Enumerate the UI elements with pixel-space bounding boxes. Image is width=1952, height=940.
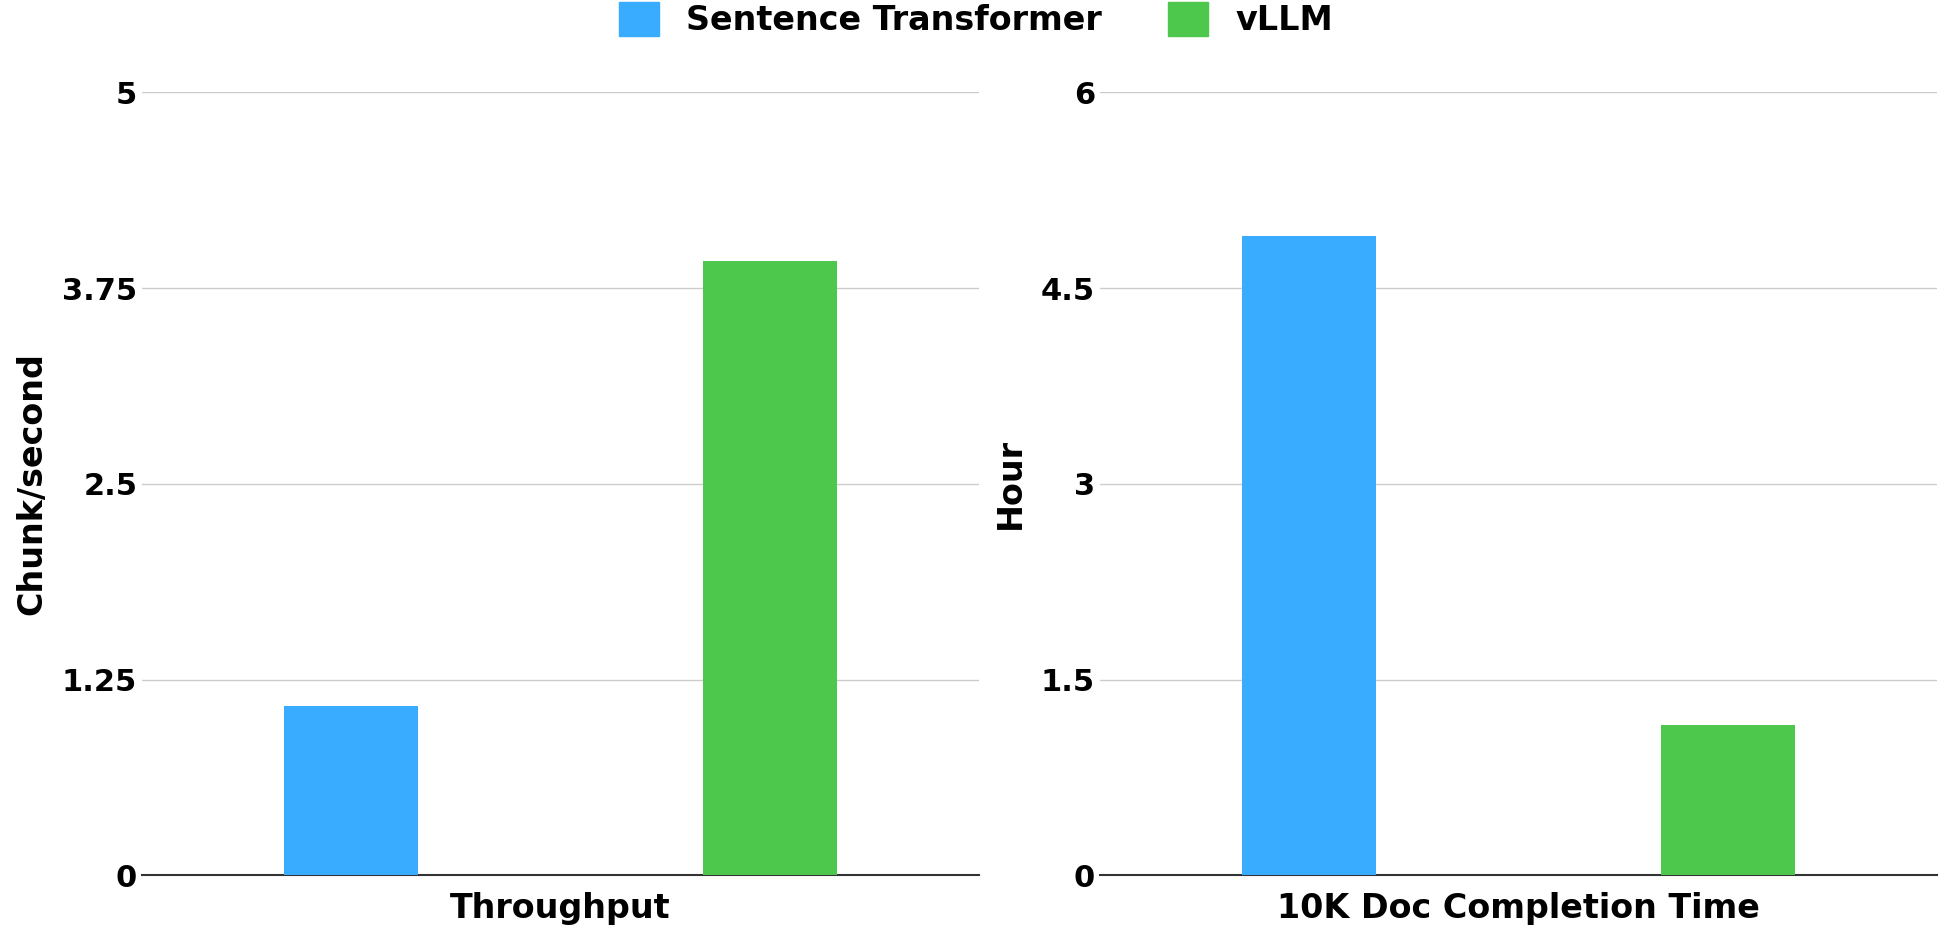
- Bar: [1661, 726, 1794, 875]
- Legend: Sentence Transformer, vLLM: Sentence Transformer, vLLM: [605, 0, 1347, 51]
- Bar: [1241, 236, 1376, 875]
- Y-axis label: Hour: Hour: [994, 438, 1027, 529]
- Bar: [703, 261, 837, 875]
- Y-axis label: Chunk/second: Chunk/second: [16, 352, 49, 616]
- Bar: [285, 706, 418, 875]
